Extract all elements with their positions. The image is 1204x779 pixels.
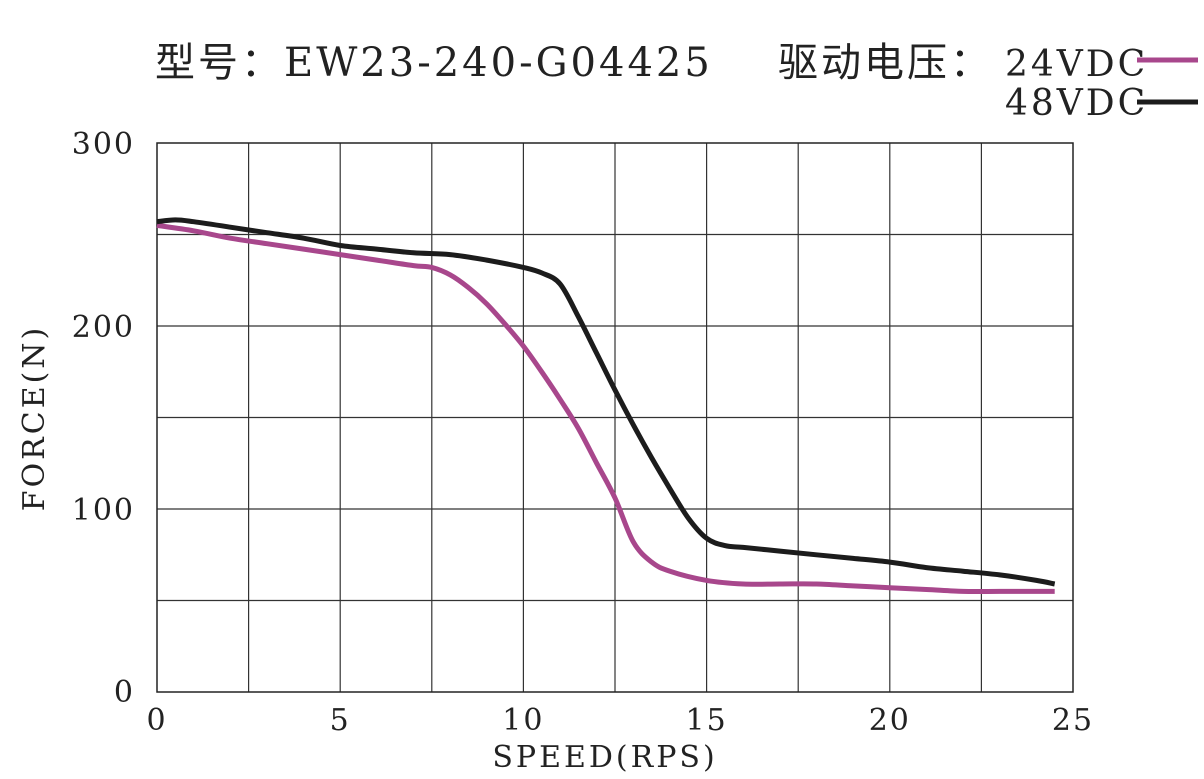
legend-48vdc-label: 48VDC — [1005, 83, 1148, 124]
x-tick-label: 25 — [1052, 703, 1094, 738]
x-tick-label: 15 — [686, 703, 728, 738]
grid — [157, 143, 1073, 692]
x-axis-label: SPEED(RPS) — [492, 740, 717, 775]
y-tick-label: 300 — [72, 127, 135, 162]
series-line-24vdc — [156, 222, 1055, 595]
plot-frame — [156, 142, 1074, 693]
model-title: 型号：EW23-240-G04425 — [155, 40, 713, 86]
y-tick-label: 100 — [72, 493, 135, 528]
x-tick-label: 5 — [330, 703, 351, 738]
y-tick-label: 0 — [114, 675, 135, 710]
y-axis-label: FORCE(N) — [17, 325, 52, 512]
voltage-label: 驱动电压： — [778, 40, 993, 86]
y-tick-label: 200 — [72, 310, 135, 345]
legend-24vdc-label: 24VDC — [1005, 44, 1148, 85]
series-line-48vdc — [156, 217, 1056, 587]
x-tick-label: 10 — [502, 703, 544, 738]
x-tick-label: 0 — [146, 703, 167, 738]
tick-labels: 0 5 10 15 20 25 0 100 200 300 — [72, 127, 1094, 738]
x-tick-label: 20 — [869, 703, 911, 738]
series-lines — [156, 217, 1056, 595]
